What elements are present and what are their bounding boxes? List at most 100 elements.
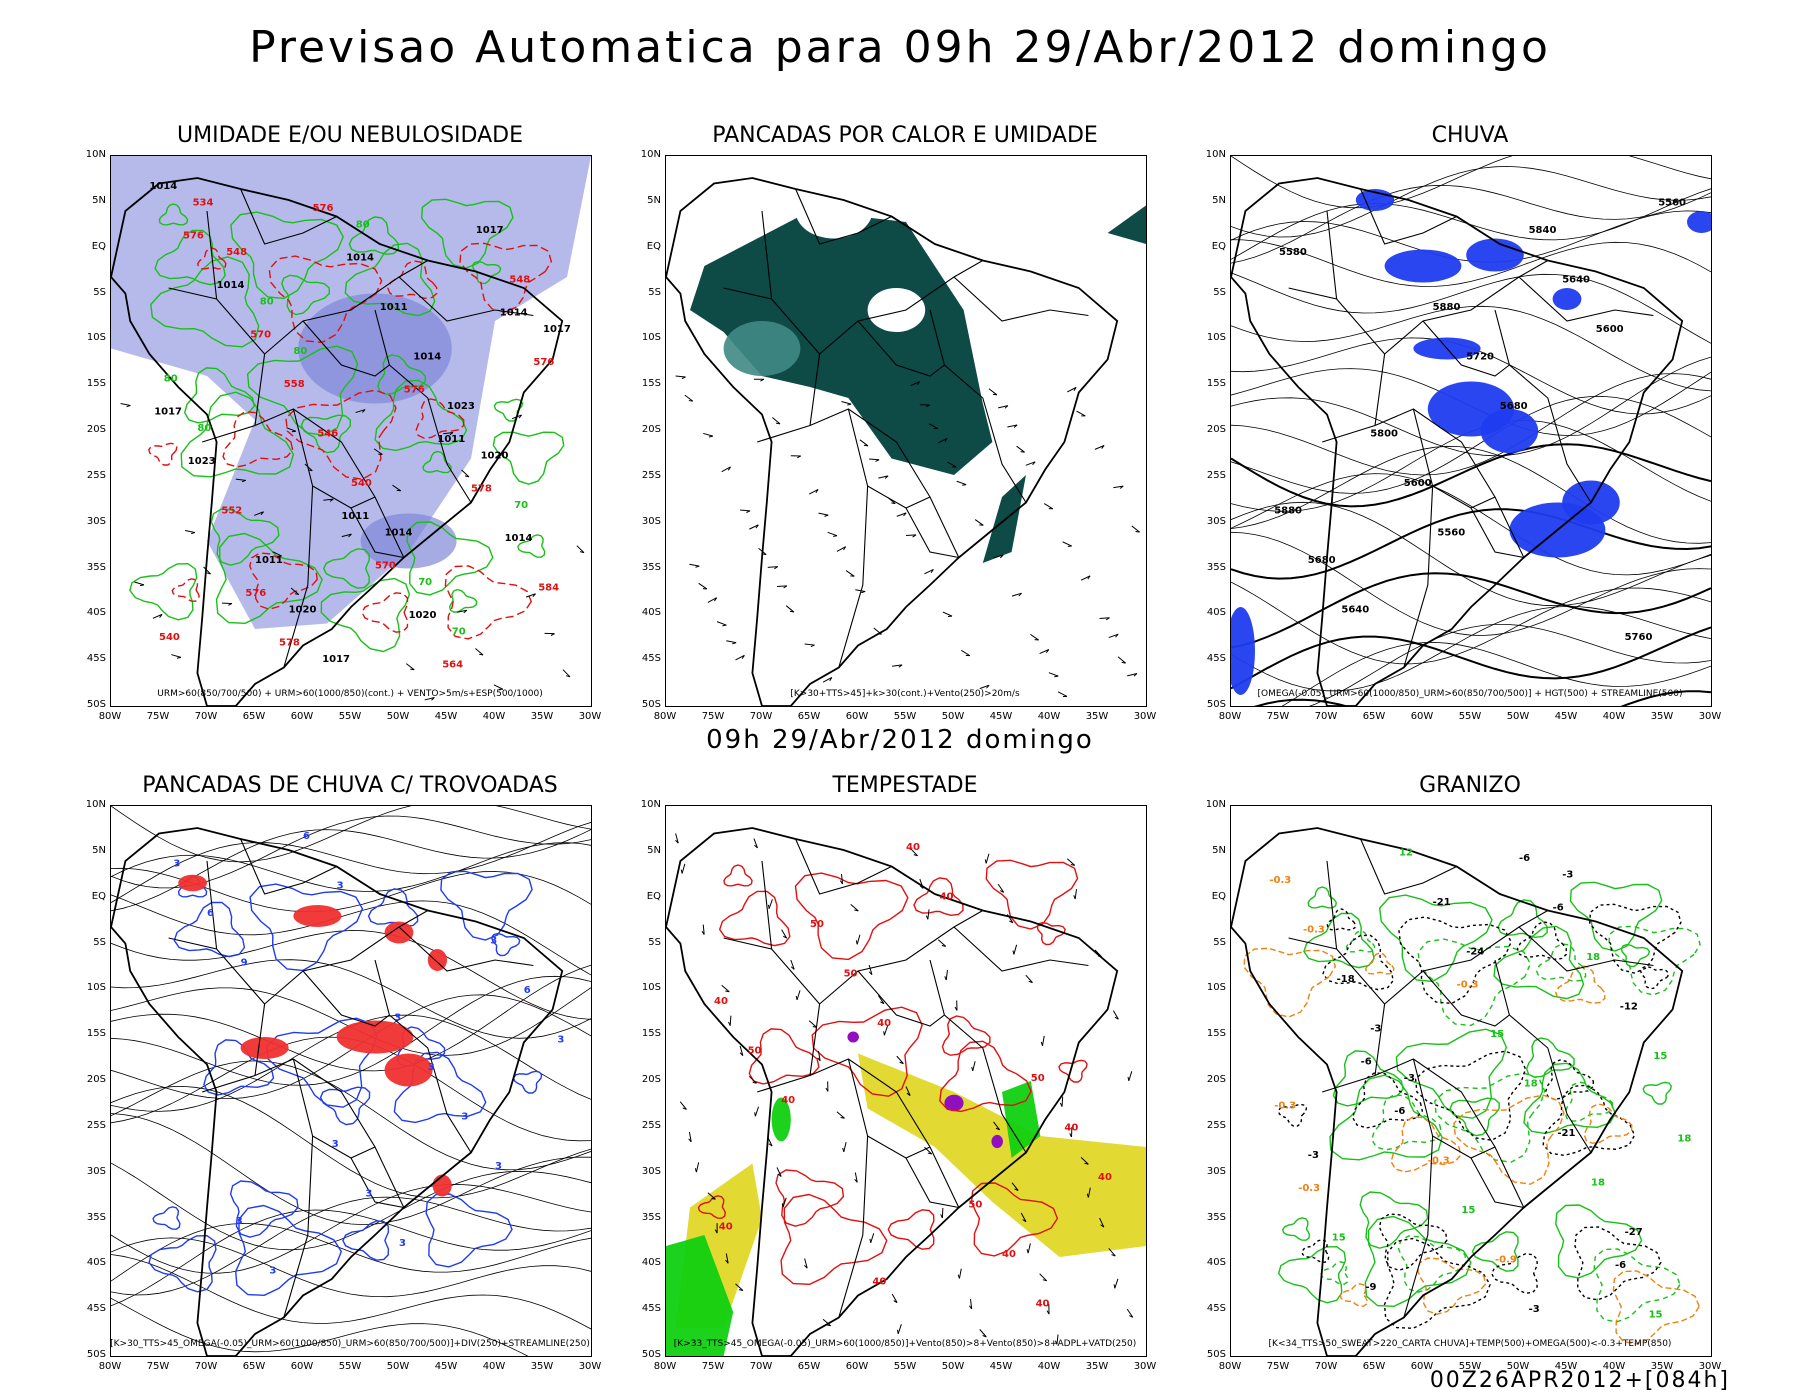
contour-label: -3	[1308, 1150, 1319, 1161]
contour-label: -0.9	[1495, 1255, 1517, 1266]
contour-label: 40	[781, 1095, 795, 1106]
contour-label: 3	[557, 1035, 564, 1046]
longitude-tick-label: 65W	[797, 711, 821, 722]
contour-label: 558	[284, 379, 305, 390]
coastline	[111, 827, 564, 1356]
longitude-tick-label: 30W	[1698, 1361, 1722, 1372]
forecast-run-label: 00Z26APR2012+[084h]	[1429, 1368, 1730, 1393]
longitude-tick-label: 70W	[194, 711, 218, 722]
longitude-tick-label: 75W	[1266, 1361, 1290, 1372]
contour-label: 40	[714, 996, 728, 1007]
longitude-tick-label: 65W	[797, 1361, 821, 1372]
latitude-tick-label: 40S	[86, 607, 106, 619]
latitude-tick-label: 45S	[641, 1303, 661, 1315]
longitude-tick-label: 70W	[749, 711, 773, 722]
latitude-tick-label: 5S	[93, 286, 106, 298]
contour-label: -0.3	[1298, 1183, 1320, 1194]
panel-title-tempestade: TEMPESTADE	[832, 773, 978, 798]
longitude-tick-label: 60W	[1410, 1361, 1434, 1372]
latitude-tick-label: 10S	[641, 332, 661, 344]
contour-label: 3	[495, 1161, 502, 1172]
longitude-tick-label: 55W	[1458, 1361, 1482, 1372]
longitude-tick-label: 35W	[1650, 711, 1674, 722]
rain-area	[1687, 211, 1711, 233]
contour-labels: 1014 576 576 1014 1011 576 1011 578 576 570 1014 57…	[149, 181, 570, 671]
contour-label: 5880	[1433, 302, 1461, 313]
longitude-tick-label: 30W	[1133, 1361, 1157, 1372]
instability-field-south	[982, 475, 1026, 563]
latitude-tick-label: EQ	[91, 240, 106, 252]
streamlines-500	[1231, 156, 1711, 706]
contour-label: 70	[514, 500, 528, 511]
contour-label: 570	[250, 330, 271, 341]
longitude-tick-label: 45W	[989, 711, 1013, 722]
contour-label: 1014	[413, 352, 441, 363]
contour-label: 1014	[505, 533, 533, 544]
contour-label: -0.3	[1269, 875, 1291, 886]
contour-label: 9	[241, 958, 248, 969]
contour-label: 1023	[188, 456, 216, 467]
longitude-tick-label: 30W	[1698, 711, 1722, 722]
contour-label: -21	[1433, 897, 1451, 908]
contour-label: 3	[173, 859, 180, 870]
latitude-tick-label: 10S	[1206, 332, 1226, 344]
latitude-tick-label: EQ	[91, 890, 106, 902]
page-title: Previsao Automatica para 09h 29/Abr/2012…	[249, 22, 1551, 73]
contour-label: 50	[844, 969, 858, 980]
latitude-tick-label: 20S	[641, 424, 661, 435]
longitude-tick-label: 75W	[701, 1361, 725, 1372]
contour-label: 80	[197, 423, 211, 434]
latitude-tick-label: 35S	[1206, 561, 1226, 573]
contour-label: 5580	[1279, 247, 1307, 258]
longitude-tick-label: 60W	[1410, 711, 1434, 722]
contour-label: -3	[1404, 1073, 1415, 1084]
panel-caption-pancadas_calor: [K>30+TTS>45]+k>30(cont.)+Vento(250)>20m…	[790, 689, 1020, 699]
panel-title-chuva: CHUVA	[1431, 123, 1509, 148]
latitude-tick-label: 35S	[641, 1211, 661, 1223]
contour-label: 50	[1031, 1073, 1045, 1084]
map-panel-umidade: 1014 576 576 1014 1011 576 1011 578 576 570 1014 57…	[110, 155, 592, 707]
contour-label: 1014	[500, 308, 528, 319]
latitude-tick-label: 25S	[1206, 469, 1226, 481]
contour-label: 3	[490, 936, 497, 947]
longitude-tick-label: 45W	[1554, 1361, 1578, 1372]
longitude-tick-label: 40W	[1037, 711, 1061, 722]
longitude-tick-label: 45W	[1554, 711, 1578, 722]
contour-label: 6	[524, 985, 531, 996]
contour-label: 548	[509, 275, 530, 286]
contour-label: 15	[1461, 1205, 1475, 1216]
longitude-tick-label: 50W	[941, 711, 965, 722]
contour-label: 576	[313, 203, 334, 214]
latitude-tick-label: 30S	[641, 515, 661, 527]
contour-label: 570	[375, 561, 396, 572]
map-canvas	[666, 177, 1146, 706]
contour-label: 540	[351, 478, 372, 489]
longitude-tick-label: 45W	[434, 1361, 458, 1372]
instability-field-atlantic	[1107, 205, 1146, 244]
latitude-tick-label: 45S	[1206, 1303, 1226, 1315]
latitude-tick-label: 15S	[86, 378, 106, 390]
longitude-tick-label: 65W	[1362, 711, 1386, 722]
contour-label: 40	[1064, 1123, 1078, 1134]
contour-label: 1011	[341, 511, 369, 522]
latitude-tick-label: 50S	[86, 1349, 106, 1360]
latitude-tick-label: 40S	[641, 607, 661, 619]
contour-label: 1017	[543, 324, 571, 335]
latitude-tick-label: 10N	[85, 149, 106, 160]
low-level-jet-area	[1002, 1081, 1041, 1158]
country-borders	[723, 188, 1089, 668]
thunderstorm-area	[427, 949, 447, 971]
contour-label: 6	[303, 831, 310, 842]
contour-label: 3	[365, 1189, 372, 1200]
latitude-tick-label: 5N	[92, 194, 106, 206]
coastline	[1231, 827, 1684, 1356]
latitude-tick-label: 15S	[641, 378, 661, 390]
rain-area	[1384, 249, 1462, 283]
contour-label: 576	[245, 588, 266, 599]
panel-title-trovoadas: PANCADAS DE CHUVA C/ TROVOADAS	[142, 773, 558, 798]
contour-label: -6	[1553, 903, 1564, 914]
height-contours-500	[1231, 443, 1711, 706]
panel-caption-chuva: [OMEGA(-0.05)_URM>60(1000/850)_URM>60(85…	[1257, 689, 1683, 699]
contour-labels: 50 40 40 50 50 40 40 50 40 50 40 40 40 40 40 40	[714, 842, 1112, 1310]
latitude-tick-label: 10N	[1205, 149, 1226, 160]
